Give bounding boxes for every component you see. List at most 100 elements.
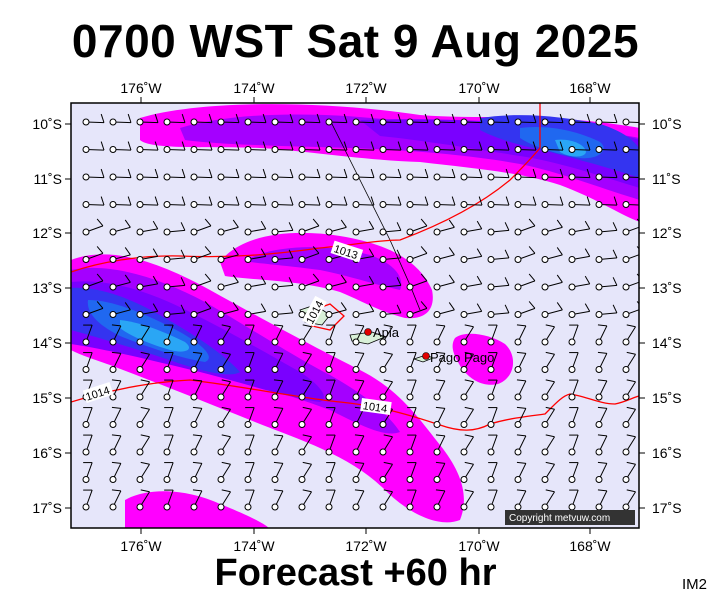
pago-pago-marker — [422, 352, 430, 360]
wind-barb-feather — [559, 141, 564, 151]
station-dot — [244, 118, 252, 126]
wind-barb-feather — [204, 273, 212, 282]
station-dot — [271, 393, 279, 401]
station-dot — [244, 311, 252, 318]
station-dot — [379, 256, 387, 263]
wind-barb-feather — [288, 277, 294, 286]
station-dot — [568, 228, 576, 236]
wind-barb-feather — [626, 489, 636, 493]
station-dot — [433, 228, 441, 236]
wind-barb-feather — [545, 351, 555, 355]
station-dot — [541, 173, 549, 181]
station-dot — [352, 201, 360, 208]
station-dot — [190, 338, 198, 346]
station-dot — [514, 311, 522, 318]
wind-barb-feather — [340, 302, 347, 311]
station-dot — [568, 146, 576, 153]
station-dot — [541, 283, 549, 291]
wind-barb-feather — [528, 273, 536, 282]
station-dot — [568, 256, 576, 263]
station-dot — [190, 421, 198, 428]
station-dot — [622, 173, 630, 181]
station-dot — [487, 366, 495, 373]
wind-barb-feather — [302, 406, 312, 410]
station-dot — [109, 173, 117, 181]
place-markers: Apia Pago Pago — [364, 325, 494, 365]
lat-left-15s: 15˚S — [32, 390, 62, 406]
station-dot — [325, 283, 333, 291]
station-dot — [352, 448, 360, 456]
copyright-badge: Copyright metvuw.com — [505, 510, 635, 525]
station-dot — [514, 476, 522, 483]
station-dot — [109, 476, 117, 483]
wind-barb-feather — [354, 324, 364, 327]
wind-barb-feather — [221, 324, 231, 328]
station-dot — [298, 256, 306, 263]
station-dot — [352, 311, 360, 318]
wind-barb-feather — [451, 113, 456, 123]
wind-barb-feather — [586, 141, 591, 151]
lat-right-17s: 17˚S — [652, 500, 682, 516]
station-dot — [298, 311, 306, 318]
wind-barb-feather — [127, 141, 132, 151]
wind-barb-feather — [464, 489, 474, 493]
station-dot — [514, 283, 522, 291]
station-dot — [460, 338, 468, 346]
station-dot — [406, 476, 414, 483]
lat-left-10s: 10˚S — [32, 116, 62, 132]
station-dot — [244, 146, 252, 153]
wind-barb-feather — [545, 324, 555, 328]
station-dot — [163, 476, 171, 483]
wind-barb-feather — [613, 141, 618, 151]
lat-right-14s: 14˚S — [652, 335, 682, 351]
station-dot — [541, 448, 549, 456]
station-dot — [433, 118, 441, 126]
station-dot — [82, 228, 90, 236]
wind-barb-feather — [273, 489, 283, 492]
station-dot — [379, 503, 387, 511]
wind-barb-feather — [636, 301, 639, 305]
isobar-1014-south — [71, 379, 639, 431]
station-dot — [109, 256, 117, 263]
wind-barb-feather — [641, 169, 644, 178]
station-dot — [109, 338, 117, 346]
station-dot — [325, 118, 333, 126]
wind-barb-feather — [636, 218, 639, 222]
wind-barb-feather — [100, 168, 105, 178]
station-dot — [487, 311, 495, 318]
wind-barb-feather — [316, 141, 321, 151]
wind-barb-feather — [584, 248, 591, 257]
latitude-labels-right: 10˚S 11˚S 12˚S 13˚S 14˚S 15˚S 16˚S 17˚S — [652, 116, 682, 516]
wind-barb-feather — [545, 379, 555, 383]
wind-barb-feather — [516, 379, 526, 382]
wind-barb-feather — [235, 141, 240, 151]
station-dot — [487, 201, 495, 208]
station-dot — [325, 146, 333, 153]
lon-top-168w: 168˚W — [569, 80, 611, 96]
station-dot — [82, 503, 90, 511]
wind-barb-feather — [343, 141, 348, 151]
wind-barb-feather — [396, 249, 402, 259]
wind-barb-feather — [545, 434, 555, 438]
lon-top-174w: 174˚W — [233, 80, 275, 96]
station-dot — [271, 311, 279, 318]
wind-barb-feather — [235, 168, 240, 178]
station-dot — [82, 146, 90, 153]
wind-barb-feather — [208, 141, 213, 151]
station-dot — [82, 173, 90, 181]
station-dot — [82, 338, 90, 346]
station-dot — [82, 283, 90, 291]
station-dot — [622, 421, 630, 428]
station-dot — [433, 393, 441, 401]
wind-barb-feather — [476, 275, 483, 285]
station-dot — [352, 503, 360, 511]
station-dot — [109, 448, 117, 456]
station-dot — [514, 393, 522, 401]
station-dot — [109, 503, 117, 511]
station-dot — [433, 311, 441, 318]
wind-barb-feather — [626, 434, 636, 438]
wind-barb-feather — [464, 324, 474, 328]
station-dot — [271, 201, 279, 208]
wind-barb-feather — [396, 277, 402, 286]
wind-barb-feather — [181, 196, 186, 206]
